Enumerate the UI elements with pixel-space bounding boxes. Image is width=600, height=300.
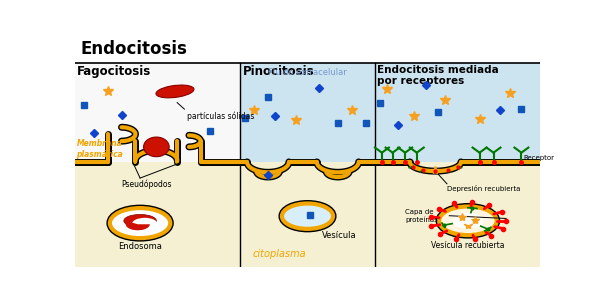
Text: Fagocitosis: Fagocitosis	[77, 65, 152, 78]
Circle shape	[132, 218, 158, 231]
Text: partículas sólidas: partículas sólidas	[187, 112, 254, 121]
Text: Fluido extracelular: Fluido extracelular	[268, 68, 347, 77]
Circle shape	[452, 213, 484, 229]
Circle shape	[439, 206, 497, 235]
Bar	[75, 63, 240, 162]
Circle shape	[110, 208, 170, 238]
Text: Vesícula recubierta: Vesícula recubierta	[431, 241, 505, 250]
Bar	[240, 63, 540, 162]
Text: Pinocitosis: Pinocitosis	[242, 65, 314, 78]
Text: Endosoma: Endosoma	[118, 242, 162, 250]
Text: Vesícula: Vesícula	[322, 231, 356, 240]
Text: Endocitosis: Endocitosis	[80, 40, 187, 58]
Wedge shape	[125, 221, 150, 230]
Circle shape	[282, 203, 333, 229]
Ellipse shape	[156, 85, 194, 98]
Text: Membrana
plasmática: Membrana plasmática	[76, 140, 123, 159]
Bar	[75, 162, 540, 267]
Bar	[75, 36, 540, 63]
Text: Capa de
proteínas: Capa de proteínas	[405, 209, 438, 223]
Circle shape	[439, 206, 497, 235]
Text: Endocitosis mediada
por receptores: Endocitosis mediada por receptores	[377, 65, 499, 86]
Ellipse shape	[124, 214, 157, 227]
Circle shape	[282, 203, 333, 229]
Circle shape	[110, 208, 170, 238]
Text: Depresión recubierta: Depresión recubierta	[447, 184, 520, 191]
Text: citoplasma: citoplasma	[253, 249, 307, 259]
Ellipse shape	[143, 137, 169, 157]
Text: Pseudópodos: Pseudópodos	[121, 179, 172, 189]
Text: Receptor: Receptor	[524, 155, 555, 161]
